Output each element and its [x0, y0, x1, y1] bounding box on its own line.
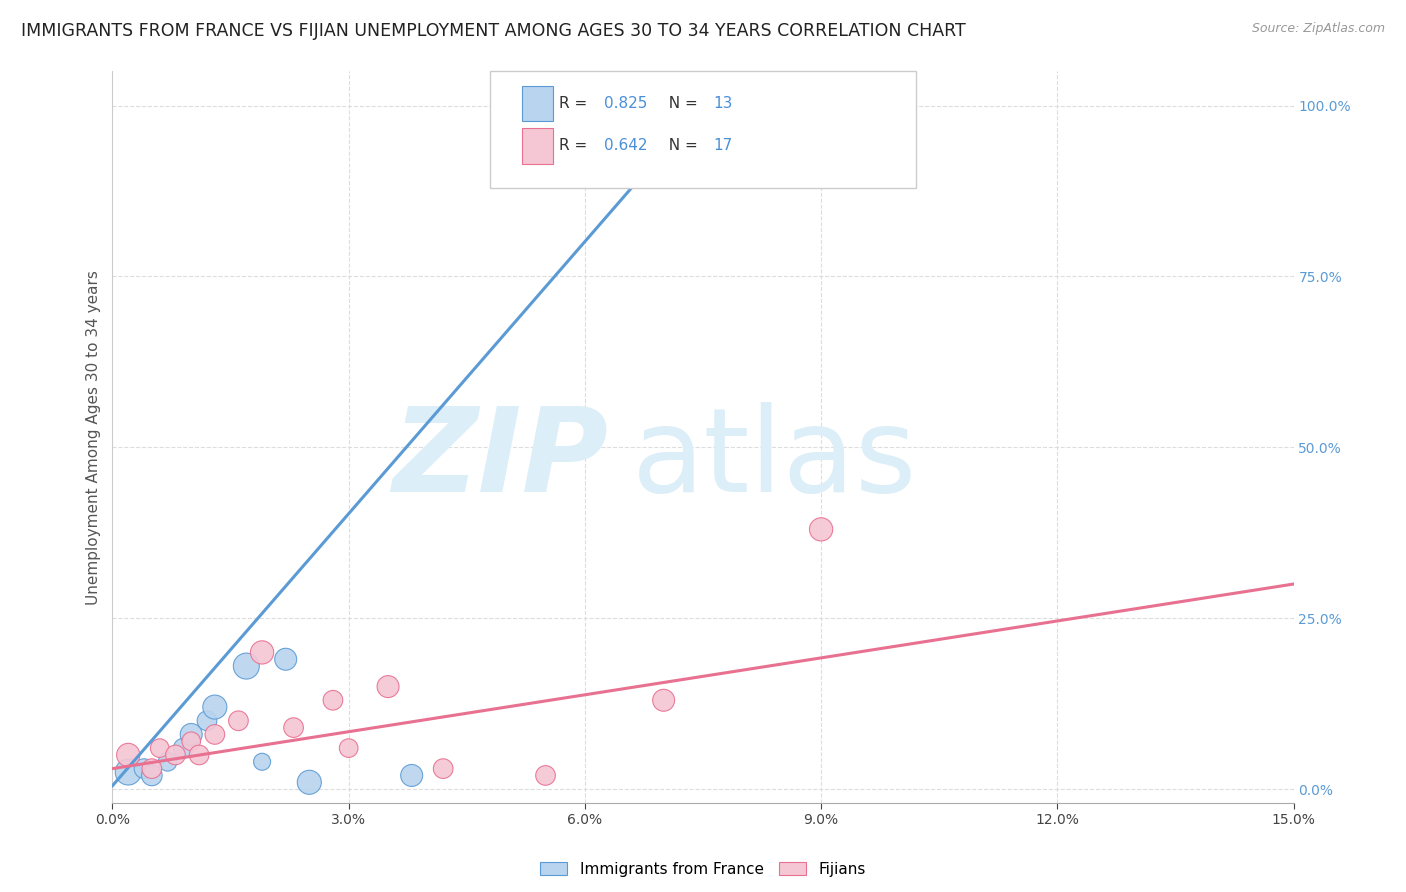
Point	[204, 727, 226, 741]
Point	[228, 714, 250, 728]
Text: N =: N =	[659, 138, 703, 153]
Y-axis label: Unemployment Among Ages 30 to 34 years: Unemployment Among Ages 30 to 34 years	[86, 269, 101, 605]
Point	[337, 741, 360, 756]
Text: 13: 13	[714, 96, 733, 111]
Text: ZIP: ZIP	[392, 401, 609, 516]
Point	[141, 762, 163, 776]
Point	[149, 741, 172, 756]
Text: R =: R =	[560, 96, 592, 111]
Point	[204, 700, 226, 714]
Point	[172, 741, 194, 756]
Point	[432, 762, 454, 776]
Point	[283, 721, 305, 735]
Text: N =: N =	[659, 96, 703, 111]
Text: 17: 17	[714, 138, 733, 153]
Legend: Immigrants from France, Fijians: Immigrants from France, Fijians	[534, 855, 872, 883]
Point	[652, 693, 675, 707]
Point	[250, 755, 273, 769]
Point	[180, 734, 202, 748]
Point	[195, 714, 218, 728]
Text: IMMIGRANTS FROM FRANCE VS FIJIAN UNEMPLOYMENT AMONG AGES 30 TO 34 YEARS CORRELAT: IMMIGRANTS FROM FRANCE VS FIJIAN UNEMPLO…	[21, 22, 966, 40]
Point	[117, 747, 139, 762]
FancyBboxPatch shape	[491, 71, 915, 188]
Point	[534, 768, 557, 782]
Point	[132, 762, 155, 776]
Text: 0.642: 0.642	[603, 138, 647, 153]
Point	[250, 645, 273, 659]
Text: atlas: atlas	[633, 401, 918, 516]
Point	[188, 747, 211, 762]
Point	[235, 659, 257, 673]
Point	[141, 768, 163, 782]
Point	[810, 522, 832, 536]
Point	[322, 693, 344, 707]
Point	[117, 765, 139, 780]
Point	[274, 652, 297, 666]
Point	[298, 775, 321, 789]
FancyBboxPatch shape	[522, 86, 553, 121]
FancyBboxPatch shape	[522, 128, 553, 163]
Text: Source: ZipAtlas.com: Source: ZipAtlas.com	[1251, 22, 1385, 36]
Text: R =: R =	[560, 138, 592, 153]
Point	[156, 755, 179, 769]
Point	[377, 680, 399, 694]
Point	[180, 727, 202, 741]
Point	[401, 768, 423, 782]
Point	[165, 747, 187, 762]
Text: 0.825: 0.825	[603, 96, 647, 111]
